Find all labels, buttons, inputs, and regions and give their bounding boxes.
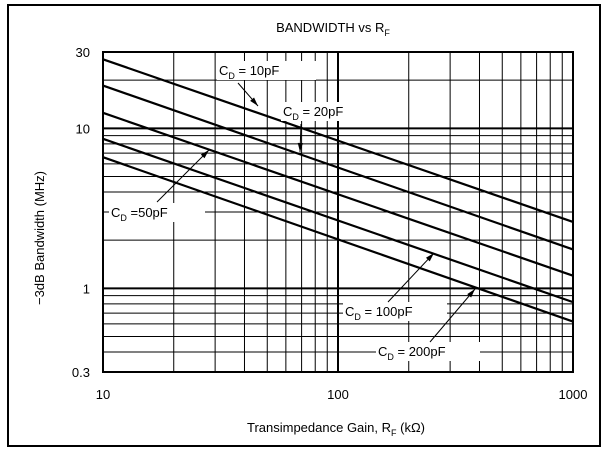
series-line-1 (102, 58, 574, 223)
y-tick-label: 10 (76, 121, 90, 136)
annotation-bg (376, 342, 480, 361)
annotation-label: CD = 200pF (378, 344, 446, 362)
y-tick-label: 1 (83, 281, 90, 296)
annotation-arrowhead (425, 253, 434, 262)
annotation-bg (109, 203, 205, 222)
annotation-arrow (156, 149, 210, 203)
annotation-bg (343, 302, 447, 321)
annotation-arrowhead (250, 97, 258, 106)
x-tick-label: 10 (96, 387, 110, 402)
series-line-5 (102, 156, 574, 323)
annotation-label: CD = 10pF (219, 63, 279, 81)
annotation-arrowhead (297, 142, 303, 152)
annotation-labels: CD = 10pF CD = 20pF CD =50pF CD = 100pF CD =… (109, 61, 480, 362)
annotation-label: CD =50pF (111, 205, 168, 223)
x-tick-label: 1000 (559, 387, 588, 402)
annotation-label: CD = 20pF (283, 104, 343, 122)
y-tick-label: 30 (76, 45, 90, 60)
chart-title: BANDWIDTH vs RF (276, 20, 390, 38)
annotation-arrowhead (200, 150, 209, 159)
x-axis-label: Transimpedance Gain, RF (kΩ) (247, 420, 425, 438)
annotation-bg (281, 102, 380, 121)
annotation-arrowhead (467, 289, 475, 298)
annotation-bg (217, 61, 316, 80)
annotation-arrow (429, 288, 476, 343)
tick-labels: 10 100 1000 30 10 1 0.3 (72, 45, 588, 402)
series-lines (102, 58, 574, 323)
series-line-3 (102, 111, 574, 277)
y-tick-label: 0.3 (72, 365, 90, 380)
plot-area (102, 51, 574, 373)
y-axis-label: −3dB Bandwidth (MHz) (32, 171, 47, 305)
series-line-4 (102, 137, 574, 304)
series-line-2 (102, 84, 574, 251)
x-tick-label: 100 (327, 387, 349, 402)
annotation-arrow (387, 252, 435, 303)
annotation-label: CD = 100pF (345, 304, 413, 322)
